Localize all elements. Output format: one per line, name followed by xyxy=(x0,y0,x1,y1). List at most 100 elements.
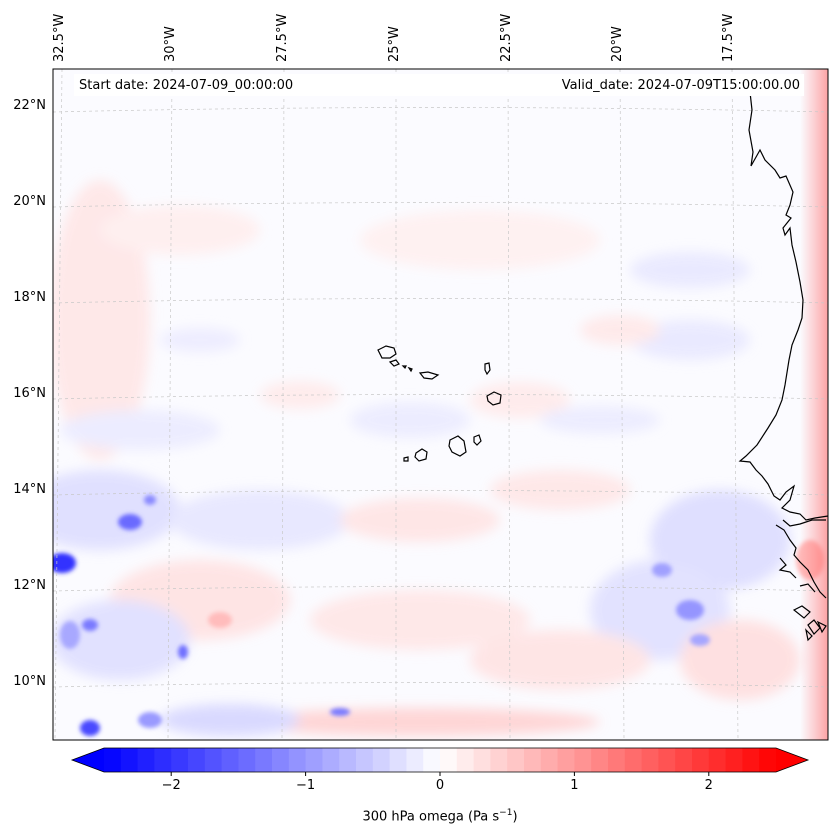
meridian-20w xyxy=(619,69,625,740)
colorbar-label-suffix: ) xyxy=(512,809,518,825)
colorbar-segment xyxy=(238,748,256,772)
colorbar-segment xyxy=(356,748,374,772)
colorbar-segment xyxy=(288,748,307,772)
colorbar-segment xyxy=(137,748,155,772)
colorbar-label-prefix: 300 hPa omega (Pa s xyxy=(362,809,500,825)
title-strip xyxy=(74,74,804,96)
island-santa-luzia xyxy=(401,365,407,370)
colorbar-segment xyxy=(641,748,659,772)
island-sal xyxy=(484,362,491,376)
colorbar-segment xyxy=(171,748,189,772)
colorbar-segment xyxy=(675,748,693,772)
island-sao-nicolau xyxy=(418,371,440,380)
island-islet xyxy=(407,366,413,373)
island-santo-antao xyxy=(377,345,397,359)
valid-date: Valid_date: 2024-07-09T15:00:00.00 xyxy=(561,78,800,93)
meridian-17-5w xyxy=(731,69,739,740)
colorbar-label-exponent: −1 xyxy=(499,808,513,818)
colorbar-segment xyxy=(574,748,592,772)
start-date: Start date: 2024-07-09_00:00:00 xyxy=(79,78,294,93)
colorbar-segment xyxy=(255,748,273,772)
parallel-20n xyxy=(53,202,828,208)
colorbar-segment xyxy=(204,748,223,772)
colorbar-tick-label: 2 xyxy=(704,778,713,793)
lon-label-27-5w: 27.5°W xyxy=(275,13,290,62)
meridian-27-5w xyxy=(281,69,285,740)
lat-label-22n: 22°N xyxy=(13,98,46,113)
colorbar-segment xyxy=(624,748,643,772)
colorbar-tick-label: 0 xyxy=(435,778,445,793)
colorbar-segment xyxy=(272,748,290,772)
meridian-30w xyxy=(167,69,173,740)
parallel-22n xyxy=(53,107,828,113)
colorbar-segment xyxy=(154,748,172,772)
parallel-16n xyxy=(53,394,828,400)
colorbar-extend-min xyxy=(72,748,104,772)
island-fogo xyxy=(414,448,428,462)
colorbar-segment xyxy=(440,748,458,772)
colorbar-segment xyxy=(423,748,441,772)
colorbar-segment xyxy=(322,748,340,772)
colorbar-segment xyxy=(221,748,239,772)
colorbar-segment xyxy=(339,748,357,772)
lat-label-20n: 20°N xyxy=(13,194,46,209)
colorbar-segment xyxy=(557,748,575,772)
colorbar-extend-max xyxy=(776,748,808,772)
omega-field xyxy=(53,69,828,740)
colorbar-segment xyxy=(473,748,491,772)
lon-label-17-5w: 17.5°W xyxy=(721,13,736,62)
colorbar-tick-label: −2 xyxy=(161,778,181,793)
colorbar-segment xyxy=(725,748,743,772)
lat-label-18n: 18°N xyxy=(13,290,46,305)
graticule xyxy=(53,69,828,740)
parallel-14n xyxy=(53,490,828,496)
colorbar-outline xyxy=(70,747,810,773)
colorbar-segment xyxy=(490,748,508,772)
colorbar xyxy=(70,747,810,776)
colorbar-segment xyxy=(305,748,323,772)
lat-label-12n: 12°N xyxy=(13,578,46,593)
west-africa-coastline xyxy=(738,91,829,642)
island-boa-vista xyxy=(486,391,502,406)
colorbar-segment xyxy=(524,748,542,772)
island-santiago xyxy=(448,435,467,457)
colorbar-segment xyxy=(658,748,676,772)
colorbar-segment xyxy=(104,748,122,772)
colorbar-segment xyxy=(188,748,206,772)
colorbar-segment xyxy=(406,748,424,772)
parallel-18n xyxy=(53,298,828,304)
island-sao-vicente xyxy=(388,359,400,367)
meridian-32-5w xyxy=(54,69,63,740)
parallel-12n xyxy=(53,586,828,592)
lon-label-25w: 25°W xyxy=(387,26,402,62)
island-maio xyxy=(473,434,482,446)
colorbar-segment xyxy=(507,748,525,772)
lon-label-32-5w: 32.5°W xyxy=(52,13,67,62)
colorbar-segment xyxy=(372,748,391,772)
colorbar-segment xyxy=(456,748,475,772)
lon-label-20w: 20°W xyxy=(610,26,625,62)
colorbar-segment xyxy=(692,748,710,772)
lat-label-14n: 14°N xyxy=(13,482,46,497)
colorbar-segment xyxy=(591,748,609,772)
cape-verde-islands xyxy=(377,345,502,462)
colorbar-segment xyxy=(759,748,777,772)
meridian-22-5w xyxy=(507,69,511,740)
colorbar-segment xyxy=(120,748,139,772)
lon-label-30w: 30°W xyxy=(163,26,178,62)
colorbar-segment xyxy=(389,748,407,772)
colorbar-segment xyxy=(742,748,760,772)
lat-label-10n: 10°N xyxy=(13,674,46,689)
colorbar-segment xyxy=(608,748,626,772)
map-frame xyxy=(52,68,829,741)
island-brava xyxy=(403,456,409,462)
lon-label-22-5w: 22.5°W xyxy=(499,13,514,62)
parallel-10n xyxy=(53,682,828,688)
colorbar-tick-label: −1 xyxy=(296,778,316,793)
colorbar-segment xyxy=(708,748,727,772)
colorbar-segment xyxy=(540,748,559,772)
colorbar-tick-label: 1 xyxy=(570,778,579,793)
colorbar-label: 300 hPa omega (Pa s−1) xyxy=(0,808,837,824)
